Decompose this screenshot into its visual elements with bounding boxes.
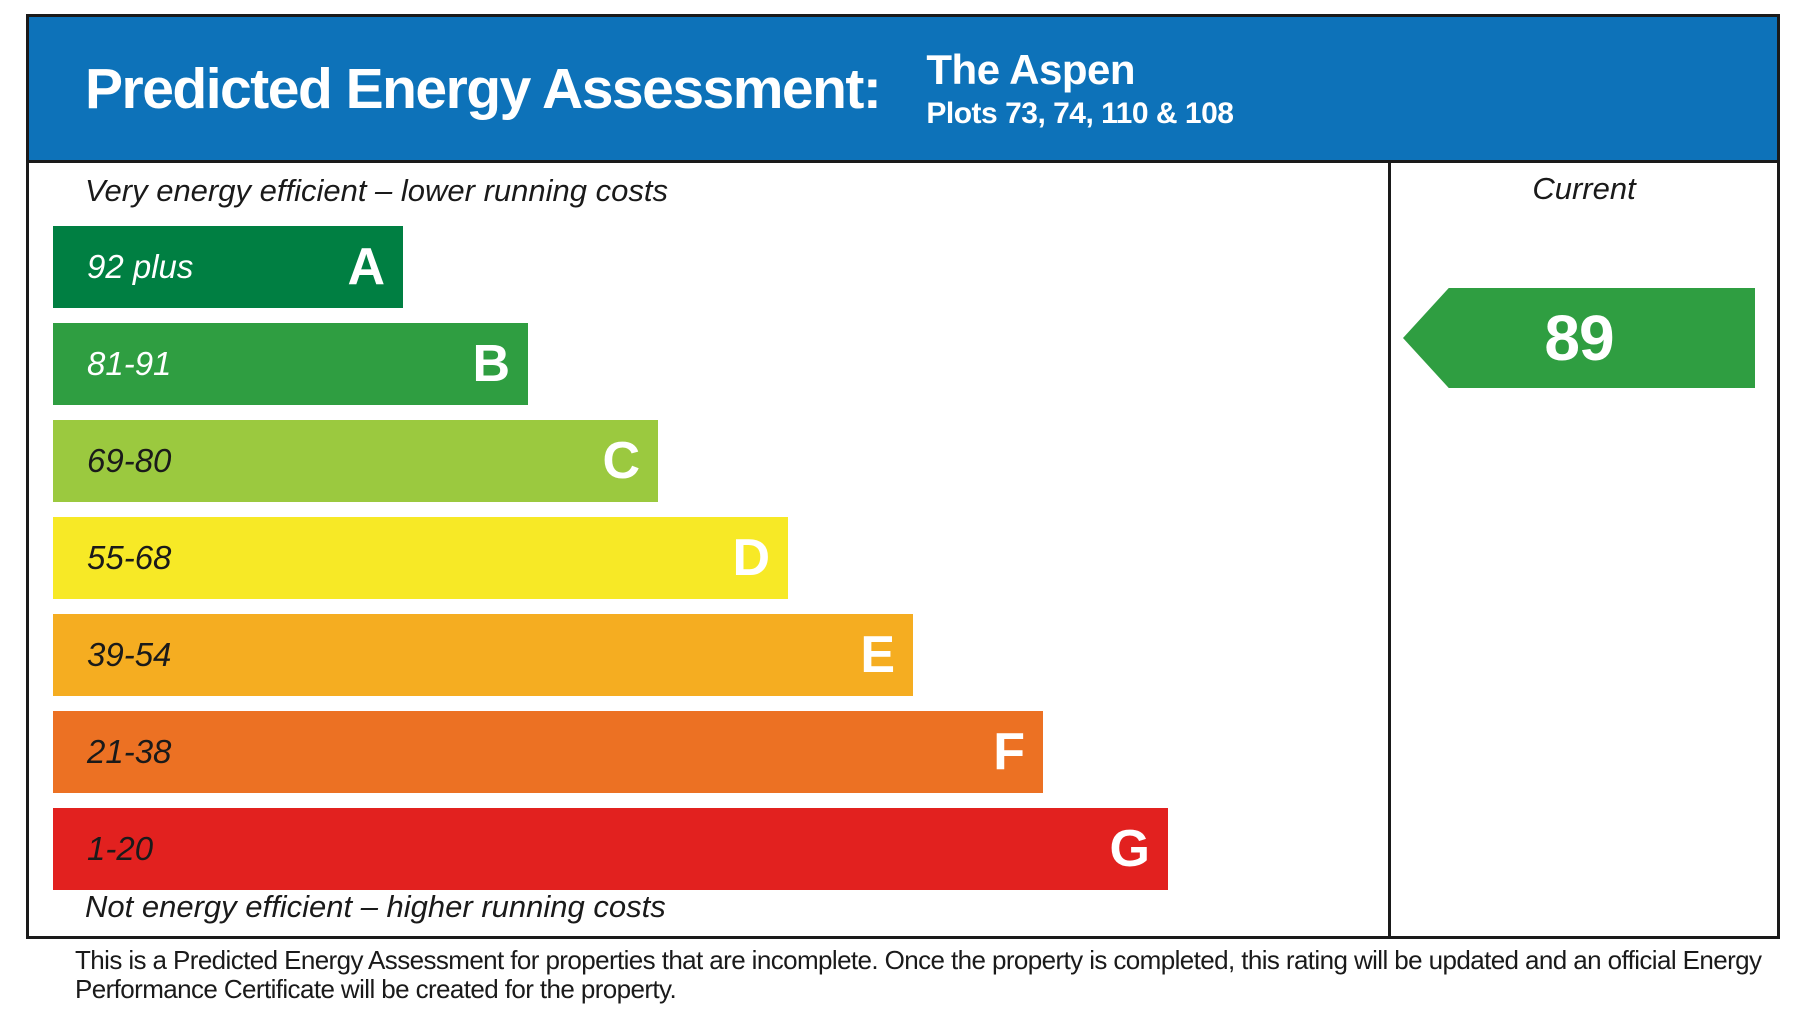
rating-band-c: 69-80 C xyxy=(53,420,658,502)
rating-band-e: 39-54 E xyxy=(53,614,913,696)
current-rating-column: Current 89 xyxy=(1391,163,1777,936)
disclaimer-text: This is a Predicted Energy Assessment fo… xyxy=(75,945,1762,1004)
property-name: The Aspen xyxy=(926,46,1136,94)
band-letter: D xyxy=(732,529,770,587)
band-range-label: 81-91 xyxy=(87,345,172,382)
band-range-label: 55-68 xyxy=(87,539,172,576)
rating-chart-area: Very energy efficient – lower running co… xyxy=(29,163,1777,936)
band-letter: E xyxy=(860,626,895,684)
certificate-frame: Predicted Energy Assessment: The Aspen P… xyxy=(26,14,1780,939)
certificate-header: Predicted Energy Assessment: The Aspen P… xyxy=(29,17,1777,163)
band-range-label: 39-54 xyxy=(87,636,172,673)
rating-band-b: 81-91 B xyxy=(53,323,528,405)
rating-band-a: 92 plus A xyxy=(53,226,403,308)
band-letter: F xyxy=(993,723,1025,781)
band-letter: G xyxy=(1109,820,1150,878)
rating-band-d: 55-68 D xyxy=(53,517,788,599)
rating-band-g: 1-20 G xyxy=(53,808,1168,890)
band-letter: C xyxy=(602,432,640,490)
property-plots: Plots 73, 74, 110 & 108 xyxy=(926,97,1234,131)
band-letter: B xyxy=(472,335,510,393)
band-range-label: 21-38 xyxy=(87,733,172,770)
current-column-header: Current xyxy=(1532,171,1636,206)
band-range-label: 92 plus xyxy=(87,248,194,285)
band-letter: A xyxy=(347,238,385,296)
band-range-label: 69-80 xyxy=(87,442,172,479)
rating-bands-region: Very energy efficient – lower running co… xyxy=(29,163,1391,936)
current-rating-arrow-badge: 89 xyxy=(1403,288,1755,388)
rating-bands: 92 plus A 81-91 B 69-80 C 55-68 D xyxy=(53,226,1168,905)
bottom-caption: Not energy efficient – higher running co… xyxy=(85,889,666,924)
band-range-label: 1-20 xyxy=(87,830,154,867)
current-rating-value: 89 xyxy=(1544,302,1614,374)
top-caption: Very energy efficient – lower running co… xyxy=(85,173,668,208)
property-info: The Aspen Plots 73, 74, 110 & 108 xyxy=(926,46,1234,131)
page-title: Predicted Energy Assessment: xyxy=(85,56,882,121)
rating-band-f: 21-38 F xyxy=(53,711,1043,793)
